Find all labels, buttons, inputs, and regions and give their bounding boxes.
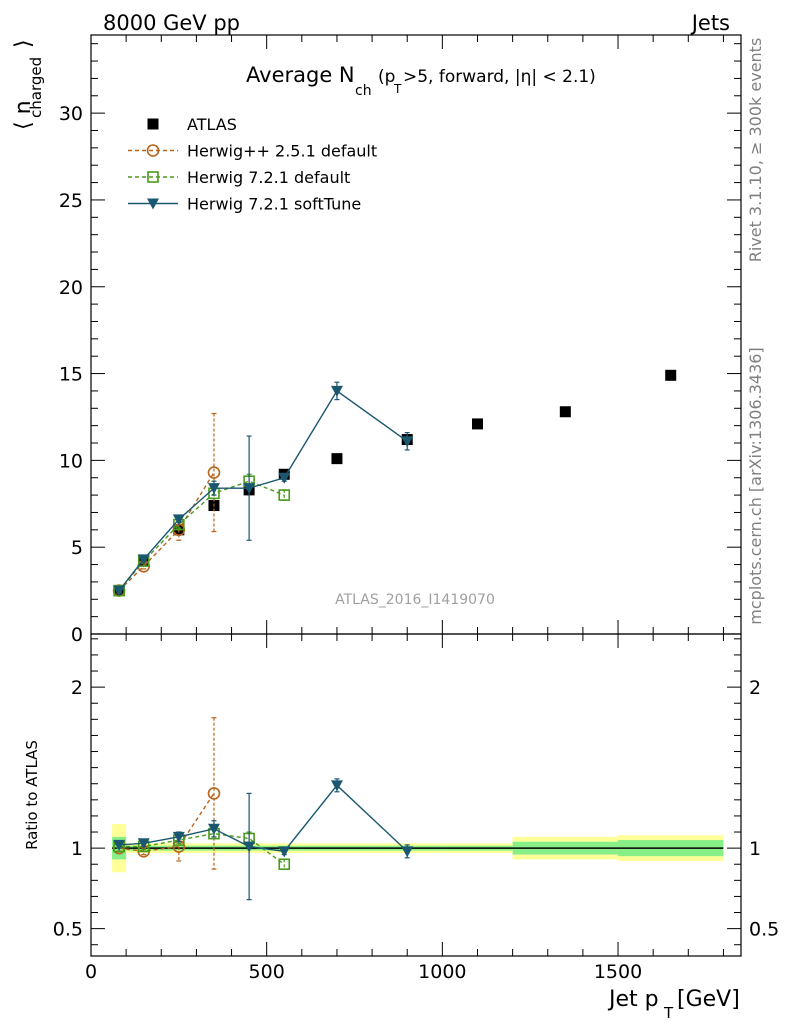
ratio-line xyxy=(119,793,215,853)
ratio-point xyxy=(207,823,220,835)
data-point xyxy=(278,472,291,484)
legend-marker xyxy=(147,118,159,130)
ratio-y-tick-label-right: 2 xyxy=(749,677,761,699)
x-label-sub: T xyxy=(663,1004,674,1022)
chart-title: Average N ch (p T >5, forward, |η| < 2.1… xyxy=(246,63,596,99)
y-tick-label: 0 xyxy=(71,624,83,646)
y-tick-label: 10 xyxy=(59,450,83,472)
data-point xyxy=(559,406,571,418)
data-point xyxy=(113,585,126,597)
legend-marker xyxy=(146,144,160,157)
legend: ATLAS Herwig++ 2.5.1 default Herwig 7.2.1 … xyxy=(128,115,377,214)
ratio-plot-marks xyxy=(112,717,414,901)
x-tick-label: 1500 xyxy=(594,961,642,983)
rivet-label: Rivet 3.1.10, ≥ 300k events xyxy=(746,38,765,263)
axes: 0 500 1000 1500 0 5 10 15 20 25 30 0.5 0.5 1 1 2 2 xyxy=(53,34,779,983)
legend-label: Herwig 7.2.1 softTune xyxy=(187,195,361,214)
y-tick-label: 25 xyxy=(59,190,83,212)
legend-label: Herwig 7.2.1 default xyxy=(187,168,350,187)
x-tick-label: 1000 xyxy=(418,961,466,983)
mcplots-label: mcplots.cern.ch [arXiv:1306.3436] xyxy=(746,347,765,624)
ratio-point xyxy=(207,787,221,800)
data-point xyxy=(331,453,343,465)
y-tick-label: 20 xyxy=(59,277,83,299)
legend-marker xyxy=(147,198,159,210)
ratio-frame xyxy=(90,633,742,957)
data-point xyxy=(137,554,150,566)
data-point xyxy=(243,483,256,495)
ratio-point xyxy=(278,858,291,871)
ratio-y-label: Ratio to ATLAS xyxy=(23,740,41,850)
x-label-main: Jet p xyxy=(607,987,659,1012)
data-point xyxy=(207,483,220,495)
ratio-point xyxy=(137,838,150,850)
ratio-y-tick-label-right: 1 xyxy=(749,838,761,860)
title-cond-sub: T xyxy=(393,82,402,96)
ratio-y-tick-label: 0.5 xyxy=(53,919,83,941)
legend-label: ATLAS xyxy=(187,115,237,134)
title-cond-2: >5, forward, |η| < 2.1) xyxy=(403,67,596,87)
y-axis-label: ⟨ n charged ⟩ xyxy=(11,39,45,130)
ratio-point xyxy=(172,831,185,843)
y-label-sub: charged xyxy=(27,57,45,118)
ratio-line xyxy=(119,784,408,853)
data-point xyxy=(471,418,483,430)
header-left: 8000 GeV pp xyxy=(103,11,240,35)
legend-label: Herwig++ 2.5.1 default xyxy=(187,142,377,161)
data-point xyxy=(278,489,291,501)
x-tick-label: 500 xyxy=(249,961,285,983)
y-label-main: ⟨ n xyxy=(11,100,36,130)
header-right: Jets xyxy=(690,11,730,35)
data-point xyxy=(172,514,185,526)
x-label-unit: [GeV] xyxy=(677,987,740,1012)
ratio-y-tick-label-right: 0.5 xyxy=(749,919,779,941)
y-tick-label: 30 xyxy=(59,103,83,125)
ratio-y-tick-label: 1 xyxy=(71,838,83,860)
y-tick-label: 15 xyxy=(59,364,83,386)
series-line xyxy=(118,472,215,592)
ratio-y-tick-label: 2 xyxy=(71,677,83,699)
data-point xyxy=(330,385,343,397)
title-cond-1: (p xyxy=(378,67,395,87)
y-label-close: ⟩ xyxy=(11,39,36,48)
ratio-point xyxy=(113,839,126,851)
x-axis-label: Jet p T [GeV] xyxy=(607,987,740,1022)
ratio-point xyxy=(330,780,343,792)
main-plot-marks xyxy=(112,369,677,597)
analysis-watermark: ATLAS_2016_I1419070 xyxy=(335,592,495,608)
y-tick-label: 5 xyxy=(71,537,83,559)
ratio-point xyxy=(243,841,256,853)
title-sub: ch xyxy=(355,83,372,99)
ratio-line xyxy=(119,832,285,865)
series-line xyxy=(118,480,285,592)
data-point xyxy=(401,436,414,448)
ratio-point xyxy=(401,846,414,858)
data-point xyxy=(207,466,221,479)
data-point xyxy=(665,369,677,381)
legend-marker xyxy=(147,171,159,183)
series-line xyxy=(118,389,408,592)
ratio-point xyxy=(278,846,291,858)
x-tick-label: 0 xyxy=(85,961,97,983)
title-main: Average N xyxy=(246,63,355,87)
